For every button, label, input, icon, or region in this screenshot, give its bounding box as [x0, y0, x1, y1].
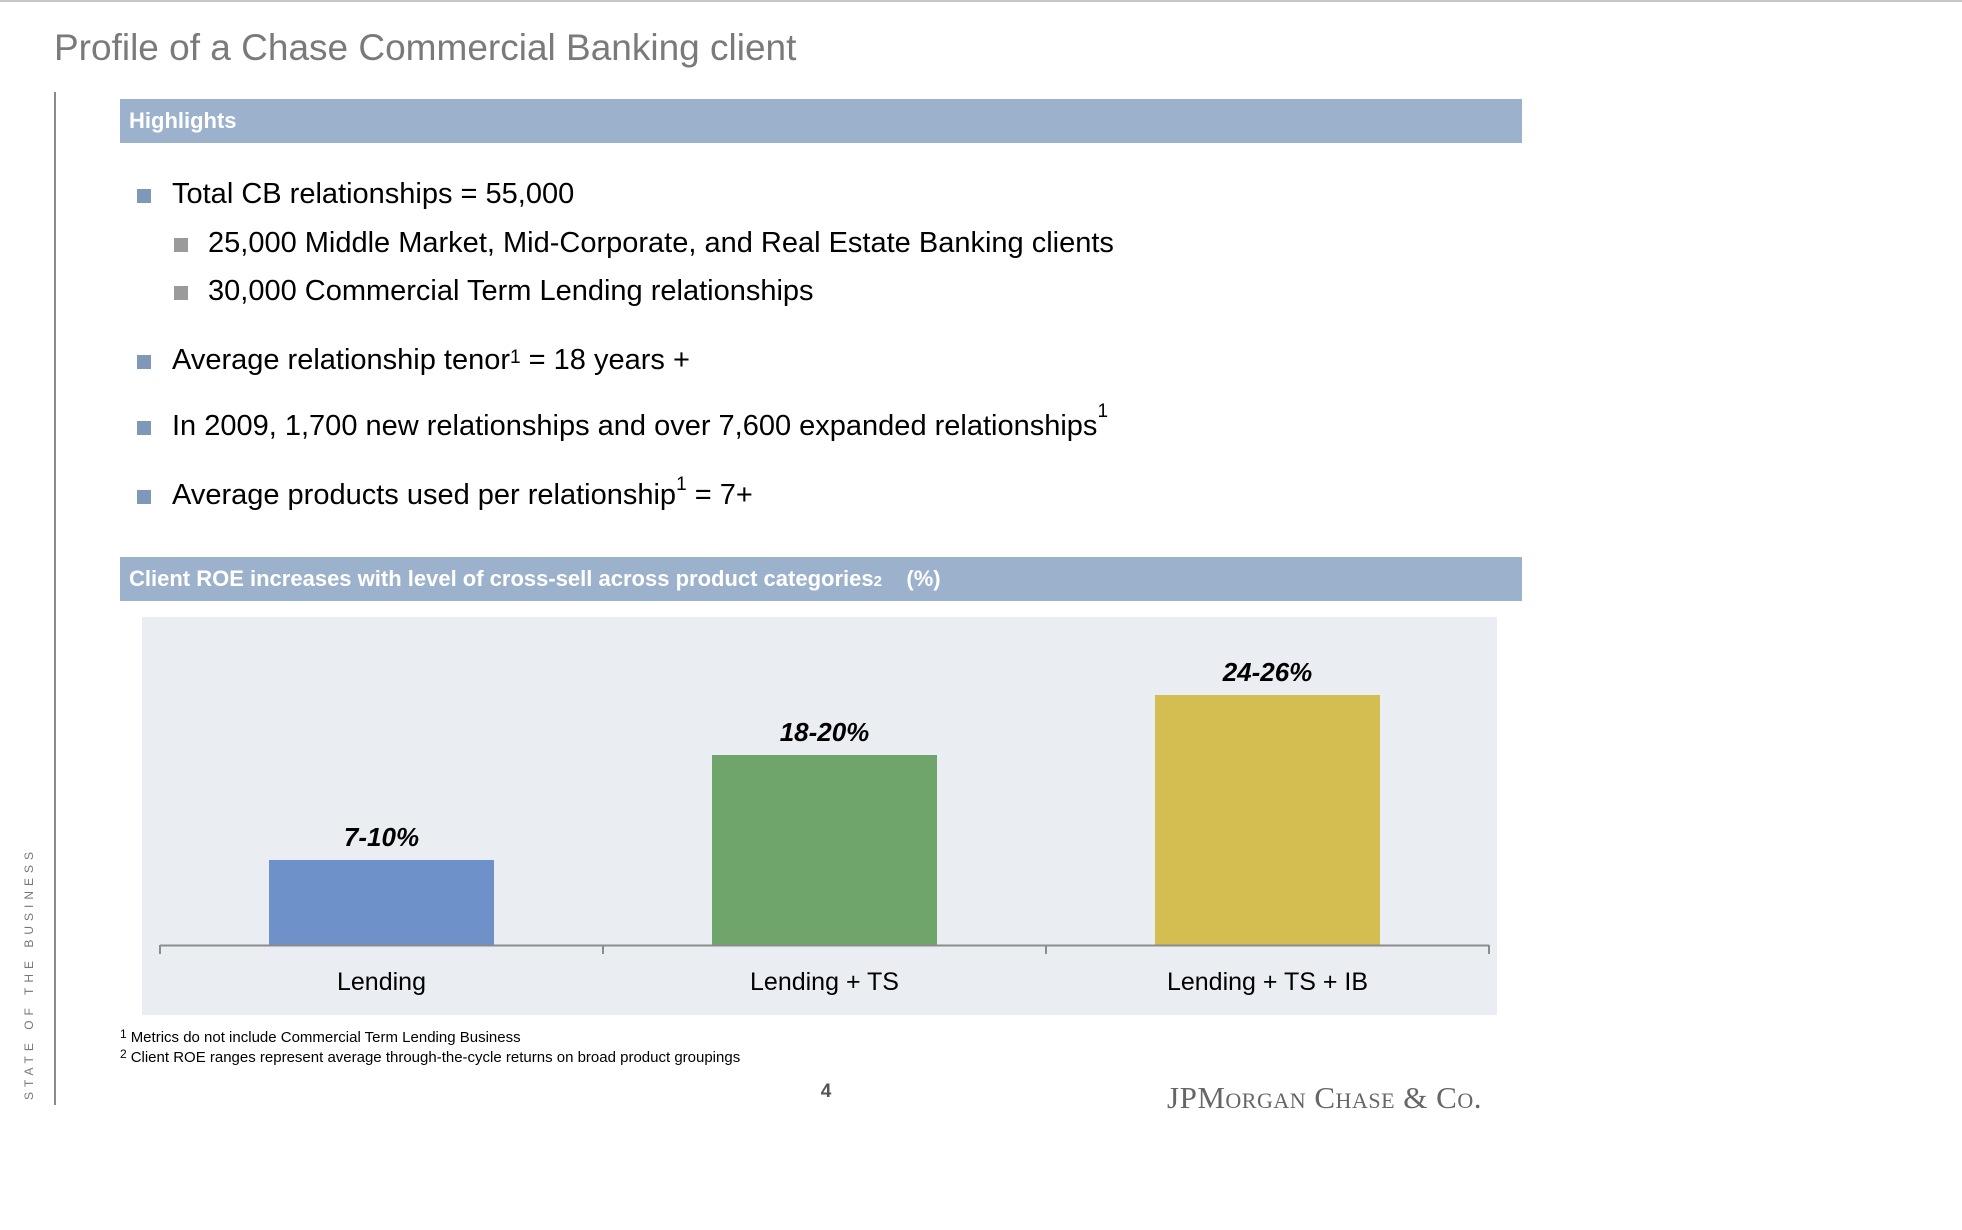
jpmorgan-logo: JPMorgan Chase & Co. — [1167, 1080, 1482, 1115]
data-label-2: 18-20% — [780, 717, 870, 747]
bar-2 — [712, 755, 937, 945]
bar-3 — [1155, 695, 1380, 945]
chart-header-footnote: 2 — [873, 573, 882, 590]
chart-header: Client ROE increases with level of cross… — [120, 557, 1522, 601]
footnote-ref: 1 — [676, 474, 687, 495]
bullet-text: Total CB relationships = 55,000 — [172, 178, 575, 210]
bullet-text-after: = 18 years + — [520, 344, 690, 376]
page-number: 4 — [820, 1081, 832, 1102]
category-label-1: Lending — [337, 968, 426, 996]
bullet-text: In 2009, 1,700 new relationships and ove… — [172, 410, 1098, 442]
bullet-total-relationships: Total CB relationships = 55,000 — [137, 178, 575, 211]
page-title: Profile of a Chase Commercial Banking cl… — [54, 27, 797, 68]
top-rule — [0, 0, 1962, 2]
highlights-header: Highlights — [120, 99, 1522, 143]
bullet-square-icon — [174, 286, 188, 300]
bullet-text: 30,000 Commercial Term Lending relations… — [208, 275, 814, 307]
footnote-text: Metrics do not include Commercial Term L… — [130, 1029, 521, 1046]
category-label-2: Lending + TS — [750, 968, 899, 996]
footnote-2: 2 Client ROE ranges represent average thr… — [120, 1047, 741, 1066]
footnote-number: 1 — [120, 1027, 127, 1041]
category-label-3: Lending + TS + IB — [1167, 968, 1368, 996]
side-rule — [54, 92, 56, 1105]
bullet-text: Average products used per relationship — [172, 479, 677, 511]
footnote-1: 1 Metrics do not include Commercial Term … — [120, 1027, 521, 1046]
data-label-1: 7-10% — [344, 822, 419, 852]
data-label-3: 24-26% — [1222, 657, 1313, 687]
chart-header-unit: (%) — [906, 566, 941, 591]
footnote-text: Client ROE ranges represent average thro… — [130, 1049, 741, 1066]
bullet-products-used: Average products used per relationship1 … — [137, 474, 753, 512]
bullet-square-icon — [137, 421, 151, 435]
bar-1 — [269, 860, 494, 945]
bullet-term-lending: 30,000 Commercial Term Lending relations… — [174, 275, 814, 308]
bullet-square-icon — [174, 238, 188, 252]
footnote-number: 2 — [120, 1047, 127, 1061]
bullet-square-icon — [137, 490, 151, 504]
footnote-ref: 1 — [510, 347, 521, 368]
bullet-square-icon — [137, 355, 151, 369]
side-label: STATE OF THE BUSINESS — [22, 846, 36, 1100]
bullet-text: Average relationship tenor — [172, 344, 511, 376]
bullet-text: 25,000 Middle Market, Mid-Corporate, and… — [208, 227, 1114, 259]
roe-bar-chart: 7-10% Lending 18-20% Lending + TS 24-26% Lend… — [159, 657, 1490, 996]
chart-panel: 7-10% Lending 18-20% Lending + TS 24-26% Lend… — [142, 617, 1497, 1015]
chart-header-text: Client ROE increases with level of cross… — [129, 566, 874, 591]
bullet-new-relationships: In 2009, 1,700 new relationships and ove… — [137, 401, 1108, 443]
bullet-square-icon — [137, 189, 151, 203]
bullet-tenor: Average relationship tenor1 = 18 years + — [137, 344, 690, 377]
footnote-ref: 1 — [1097, 401, 1109, 422]
bullet-text-after: = 7+ — [686, 479, 753, 511]
bullet-middle-market: 25,000 Middle Market, Mid-Corporate, and… — [174, 227, 1114, 260]
